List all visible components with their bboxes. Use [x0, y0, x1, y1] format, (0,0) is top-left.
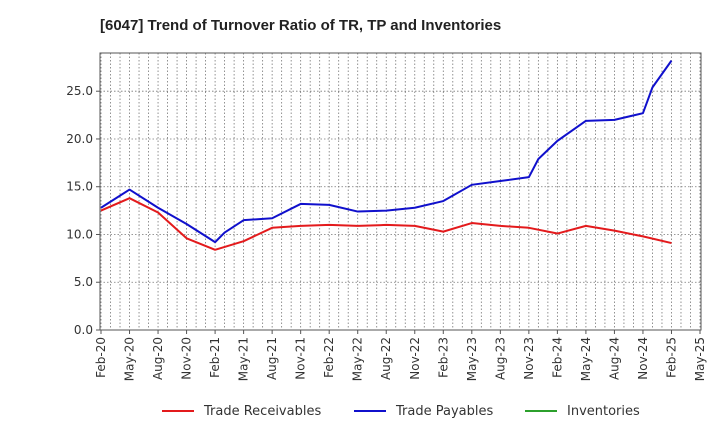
x-tick-label: Aug-21	[265, 337, 279, 380]
grid	[100, 53, 701, 331]
x-tick-label: Nov-23	[522, 337, 536, 380]
chart-title: [6047] Trend of Turnover Ratio of TR, TP…	[100, 17, 501, 34]
x-tick-label: Feb-24	[550, 337, 564, 378]
y-tick-label: 0.0	[74, 323, 93, 337]
legend-label: Trade Receivables	[203, 404, 321, 419]
series-line-trade-receivables	[100, 197, 672, 251]
y-tick-label: 25.0	[66, 84, 93, 98]
plot-frame	[99, 52, 702, 331]
x-tick-label: Aug-20	[151, 337, 165, 380]
x-tick-label: Feb-25	[664, 337, 678, 378]
x-tick-label: Aug-22	[379, 337, 393, 380]
y-tick-label: 5.0	[74, 275, 93, 289]
x-tick-label: Nov-20	[180, 337, 194, 380]
x-tick-label: Feb-22	[322, 337, 336, 378]
x-tick-label: May-24	[579, 337, 593, 381]
y-tick-label: 10.0	[66, 227, 93, 241]
x-tick-label: May-22	[351, 337, 365, 381]
x-tick-label: Nov-22	[408, 337, 422, 380]
x-tick-label: Feb-21	[208, 337, 222, 378]
x-tick-label: May-20	[123, 337, 137, 381]
x-tick-label: Nov-24	[636, 337, 650, 380]
x-tick-label: May-23	[465, 337, 479, 381]
legend-label: Inventories	[567, 404, 640, 419]
x-tick-label: Feb-23	[436, 337, 450, 378]
x-tick-label: Feb-20	[94, 337, 108, 378]
y-axis-ticks: 0.0 5.0 10.0 15.0 20.0 25.0	[66, 84, 100, 337]
legend-label: Trade Payables	[395, 404, 493, 419]
y-tick-label: 15.0	[66, 180, 93, 194]
y-tick-label: 20.0	[66, 132, 93, 146]
x-tick-label: Aug-24	[607, 337, 621, 380]
series-line-trade-payables	[100, 60, 673, 244]
legend: Trade Receivables Trade Payables Inventori…	[162, 404, 640, 419]
series-lines	[100, 60, 673, 251]
x-tick-label: Aug-23	[493, 337, 507, 380]
x-tick-label: May-25	[693, 337, 707, 381]
x-axis-ticks: Feb-20 May-20 Aug-20 Nov-20 Feb-21 May-21 Aug-…	[94, 330, 707, 381]
x-tick-label: Nov-21	[294, 337, 308, 380]
x-tick-label: May-21	[237, 337, 251, 381]
